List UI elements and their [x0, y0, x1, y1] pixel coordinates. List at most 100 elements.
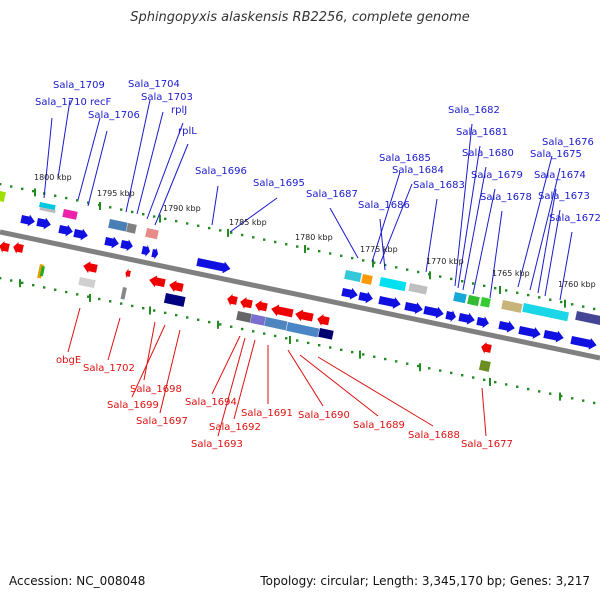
forward-gene-arrow	[196, 258, 231, 274]
reverse-gene-label: obgE	[56, 355, 81, 366]
scale-label: 1760 kbp	[558, 280, 596, 289]
forward-gene-label: Sala_1710	[35, 97, 87, 108]
scale-tick-dot	[593, 401, 596, 405]
scale-tick-dot	[384, 263, 387, 267]
scale-tick-dot	[131, 210, 134, 214]
forward-gene-label: Sala_1681	[456, 127, 508, 138]
reverse-gene-arrow	[125, 268, 131, 279]
reverse-gene-arrow	[271, 304, 294, 318]
scale-tick-dot	[98, 297, 101, 301]
scale-tick-dot	[186, 316, 189, 319]
scale-tick-dot	[406, 362, 409, 365]
forward-label-leader	[125, 99, 151, 213]
forward-label-leader	[146, 122, 184, 220]
forward-label-leader	[136, 111, 164, 215]
scale-tick-dot	[505, 289, 508, 292]
scale-label: 1765 kbp	[492, 269, 530, 278]
scale-tick-dot	[549, 392, 552, 395]
forward-gene-arrow	[36, 217, 51, 230]
gene-function-box	[163, 293, 186, 307]
forward-label-leader	[211, 185, 219, 226]
reverse-label-leader	[233, 339, 256, 420]
scale-tick-dot	[351, 350, 354, 354]
scale-tick-dot	[472, 282, 475, 285]
forward-gene-label: Sala_1682	[448, 105, 500, 116]
reverse-gene-label: Sala_1689	[353, 420, 405, 431]
gene-function-box	[39, 266, 45, 277]
accession-text: Accession: NC_008048	[9, 574, 146, 588]
forward-label-leader	[462, 166, 487, 291]
forward-label-leader	[329, 207, 359, 259]
reverse-gene-arrow	[149, 275, 166, 288]
gene-function-box	[145, 228, 159, 240]
reverse-label-leader	[287, 349, 324, 407]
reverse-gene-arrow	[169, 280, 184, 293]
gene-function-box	[78, 277, 96, 289]
scale-tick-dot	[164, 217, 167, 221]
scale-tick-dot	[65, 290, 68, 294]
scale-tick-dot	[120, 302, 123, 305]
forward-gene-label: Sala_1696	[195, 166, 247, 177]
scale-tick-dot	[461, 374, 464, 377]
scale-tick-dot	[285, 243, 288, 246]
scale-tick-dot	[186, 222, 189, 225]
forward-gene-label: Sala_1674	[534, 170, 586, 181]
gene-function-box	[318, 328, 334, 340]
scale-tick-dot	[560, 394, 563, 398]
scale-tick-dot	[274, 334, 277, 338]
reverse-gene-arrow	[240, 297, 253, 309]
forward-gene-label: Sala_1684	[392, 165, 444, 176]
forward-label-leader	[43, 117, 53, 199]
scale-tick-dot	[263, 332, 266, 335]
scale-tick-dot	[252, 330, 255, 333]
forward-label-leader	[454, 123, 473, 287]
scale-tick-dot	[230, 325, 233, 328]
scale-tick-dot	[87, 295, 90, 298]
scale-tick-dot	[373, 355, 376, 358]
scale-tick-dot	[505, 383, 508, 386]
scale-tick-dot	[87, 201, 90, 204]
forward-label-leader	[229, 197, 278, 233]
scale-tick-dot	[197, 318, 200, 321]
scale-tick-dot	[395, 266, 398, 269]
reverse-gene-label: Sala_1692	[209, 422, 261, 433]
forward-gene-label: Sala_1672	[549, 213, 600, 224]
scale-label-group: 1800 kbp 1795 kbp 1790 kbp 1785 kbp 1780 kbp…	[34, 173, 596, 289]
forward-label-leader	[379, 183, 413, 265]
scale-tick-dot	[351, 256, 354, 260]
reverse-gene-arrow	[0, 240, 10, 253]
scale-tick-dot	[208, 320, 211, 324]
scale-tick-dot	[384, 357, 387, 361]
scale-tick-dot	[527, 293, 530, 297]
reverse-gene-label: Sala_1677	[461, 439, 513, 450]
scale-tick-dot	[219, 229, 222, 232]
genome-stats-text: Topology: circular; Length: 3,345,170 bp…	[260, 574, 590, 588]
scale-tick-dot	[494, 380, 497, 384]
scale-tick-dot	[175, 219, 178, 223]
forward-label-leader	[544, 209, 561, 297]
scale-tick-dot	[10, 279, 13, 282]
scale-tick-dot	[230, 231, 233, 234]
forward-gene-arrow	[120, 239, 133, 252]
forward-gene-label: rplJ	[171, 105, 187, 116]
reverse-gene-arrow	[13, 241, 24, 254]
forward-gene-arrow	[445, 310, 456, 322]
leader-line-group	[43, 99, 573, 437]
scale-tick-dot	[439, 369, 442, 372]
reverse-label-leader	[317, 356, 434, 427]
gene-function-box	[39, 207, 56, 214]
scale-tick-dot	[76, 293, 79, 296]
reverse-gene-arrow	[295, 309, 314, 322]
gene-function-box	[361, 274, 373, 285]
reverse-gene-arrow	[227, 293, 238, 306]
forward-gene-arrow	[423, 306, 444, 319]
gene-function-box	[38, 202, 56, 211]
forward-gene-arrow	[458, 312, 475, 325]
forward-gene-arrow	[404, 302, 423, 315]
scale-tick-dot	[252, 236, 255, 239]
gene-function-box	[120, 287, 127, 300]
forward-gene-label: Sala_1687	[306, 189, 358, 200]
forward-gene-label: Sala_1678	[480, 192, 532, 203]
scale-tick-dot	[439, 275, 442, 278]
